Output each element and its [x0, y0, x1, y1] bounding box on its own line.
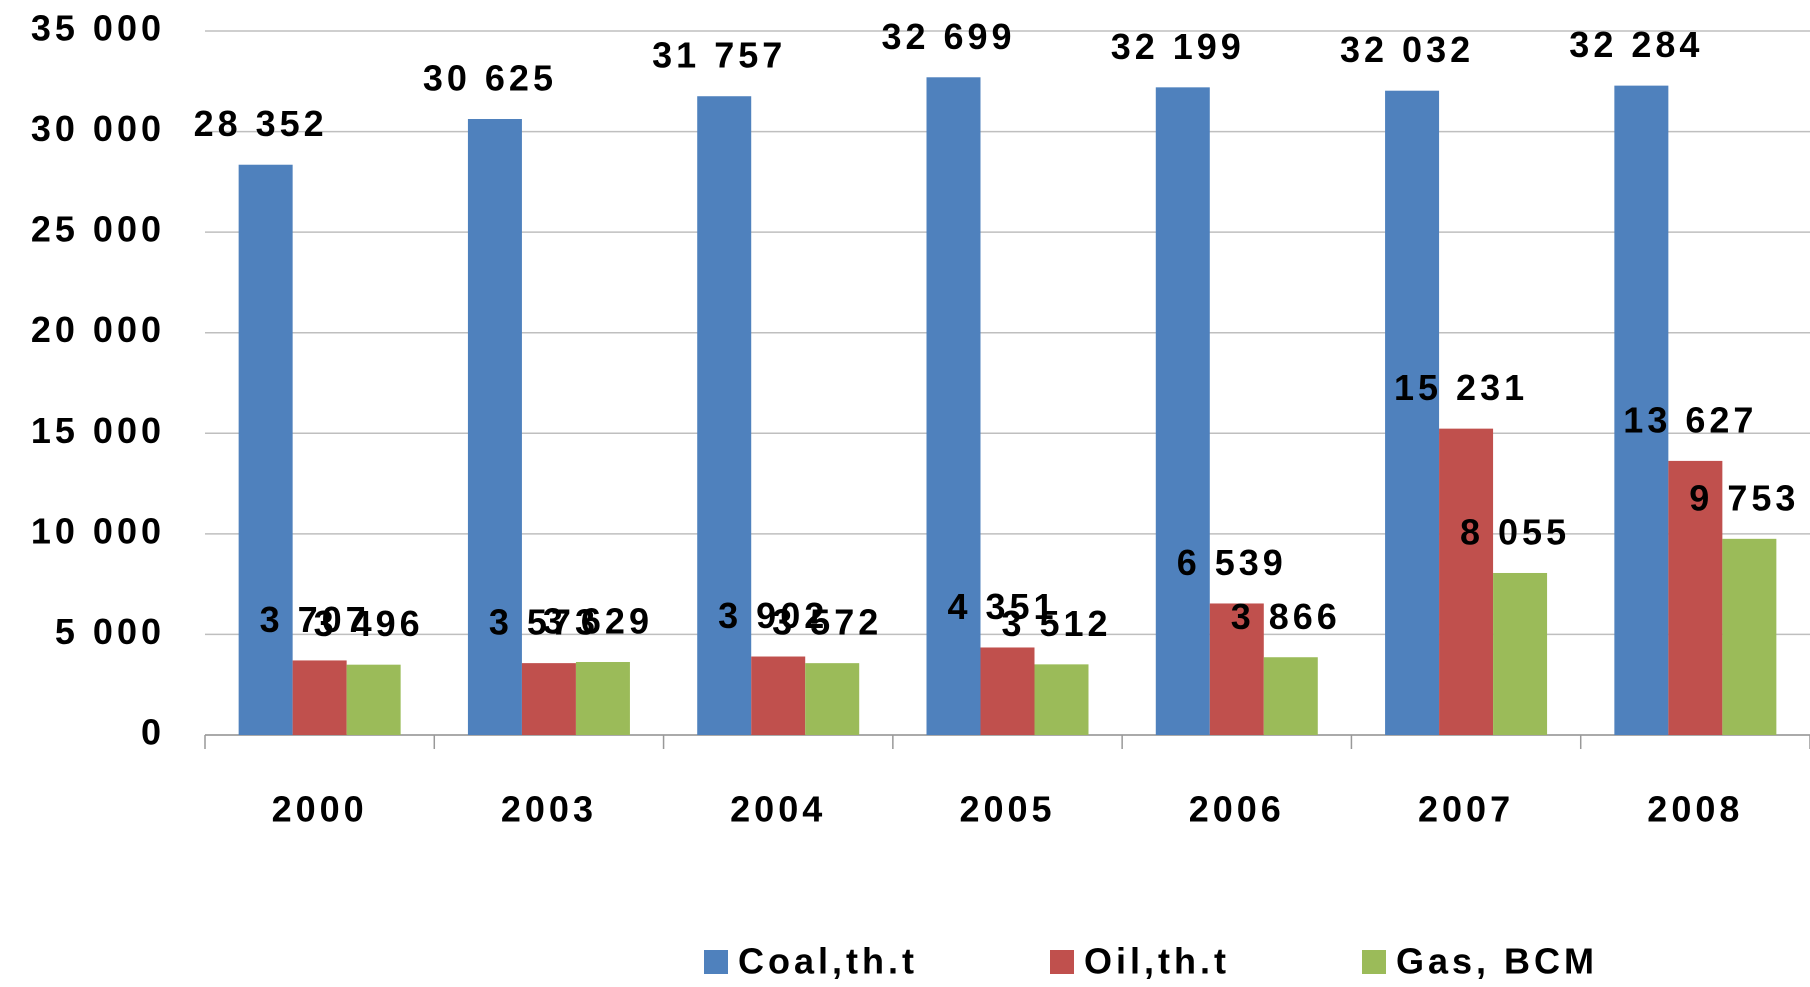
y-tick-label: 15 000 — [31, 410, 165, 451]
data-label: 3 512 — [1001, 603, 1111, 644]
bar — [1263, 657, 1318, 735]
bar — [521, 663, 576, 735]
bar — [1155, 87, 1210, 736]
y-tick-label: 20 000 — [31, 309, 165, 350]
bar — [467, 119, 522, 735]
x-tick-label: 2004 — [730, 789, 826, 830]
legend-label: Coal,th.t — [738, 941, 918, 982]
bar — [751, 656, 806, 735]
y-tick-label: 25 000 — [31, 209, 165, 250]
legend-swatch — [704, 950, 728, 974]
legend-swatch — [1050, 950, 1074, 974]
bar — [1034, 664, 1089, 735]
bar — [1493, 572, 1548, 735]
legend-label: Oil,th.t — [1084, 941, 1230, 982]
data-label: 3 572 — [772, 602, 882, 643]
data-label: 9 753 — [1689, 477, 1799, 518]
bar — [292, 660, 347, 735]
data-label: 3 707 — [260, 599, 370, 640]
bar — [1722, 538, 1777, 735]
bar — [575, 662, 630, 735]
bar — [926, 77, 981, 736]
data-label: 8 055 — [1460, 511, 1570, 552]
data-label: 30 625 — [423, 58, 557, 99]
bar — [238, 164, 293, 735]
data-label: 32 699 — [881, 16, 1015, 57]
y-tick-label: 35 000 — [31, 8, 165, 49]
bar — [1439, 428, 1494, 735]
bar — [697, 96, 752, 735]
data-label: 32 032 — [1340, 29, 1474, 70]
data-label: 3 629 — [543, 601, 653, 642]
data-label: 28 352 — [194, 103, 328, 144]
y-tick-label: 5 000 — [55, 611, 165, 652]
x-tick-label: 2003 — [501, 789, 597, 830]
x-tick-label: 2007 — [1418, 789, 1514, 830]
data-label: 32 284 — [1569, 24, 1703, 65]
data-label: 15 231 — [1394, 367, 1528, 408]
data-label: 13 627 — [1623, 399, 1757, 440]
bar — [980, 647, 1035, 735]
bar — [805, 663, 860, 735]
legend-label: Gas, BCM — [1396, 941, 1598, 982]
data-label: 6 539 — [1177, 542, 1287, 583]
data-label: 3 902 — [718, 595, 828, 636]
x-tick-label: 2008 — [1647, 789, 1743, 830]
data-label: 3 573 — [489, 602, 599, 643]
bar — [1614, 85, 1669, 736]
bar — [1385, 90, 1440, 735]
bar — [1668, 460, 1723, 735]
y-tick-label: 30 000 — [31, 108, 165, 149]
bar — [1209, 603, 1264, 735]
x-tick-label: 2005 — [959, 789, 1055, 830]
y-tick-label: 0 — [141, 712, 165, 753]
data-label: 31 757 — [652, 35, 786, 76]
data-label: 3 866 — [1231, 596, 1341, 637]
x-tick-label: 2000 — [272, 789, 368, 830]
data-label: 4 351 — [947, 586, 1057, 627]
bar — [346, 664, 401, 735]
data-label: 3 496 — [314, 603, 424, 644]
data-label: 32 199 — [1111, 26, 1245, 67]
y-tick-label: 10 000 — [31, 510, 165, 551]
legend-swatch — [1362, 950, 1386, 974]
x-tick-label: 2006 — [1189, 789, 1285, 830]
